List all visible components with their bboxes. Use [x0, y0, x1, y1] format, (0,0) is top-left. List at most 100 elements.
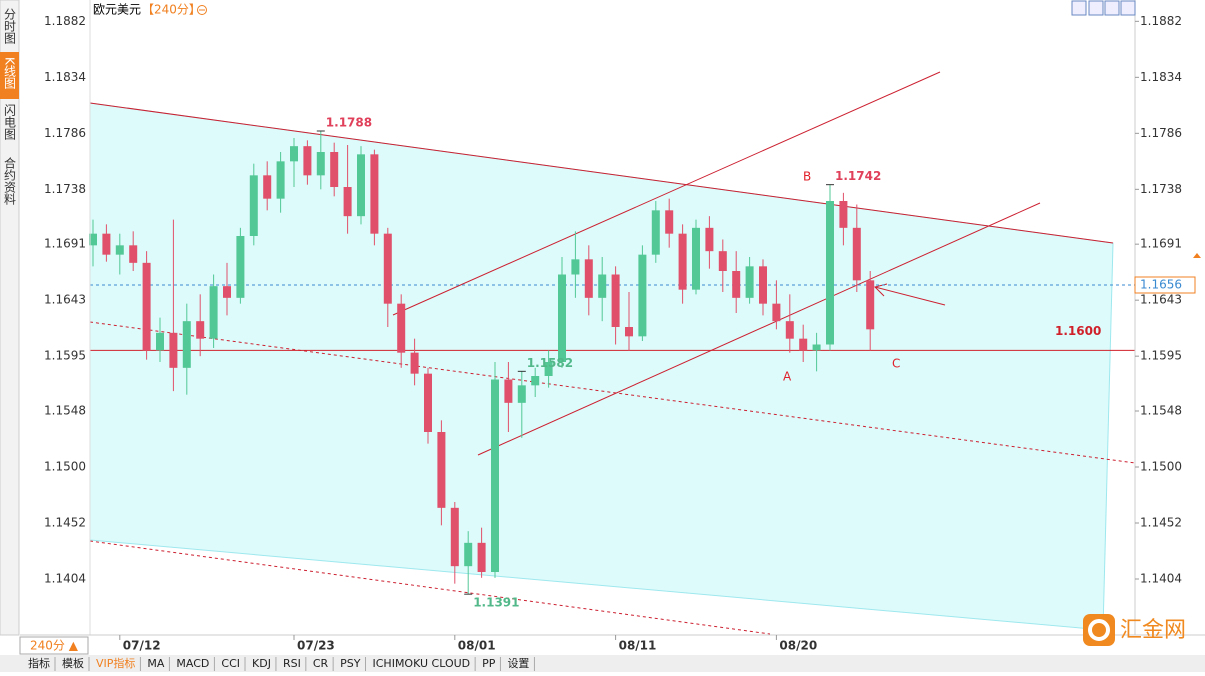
toolbar-icons[interactable] — [1071, 0, 1136, 16]
candle-body — [357, 154, 365, 217]
y-tick-label: 1.1548 — [44, 404, 86, 418]
candle-body — [303, 146, 312, 176]
toolbar-tab[interactable]: MACD — [176, 657, 209, 670]
candle-body — [424, 373, 432, 432]
x-tick-label: 08/01 — [458, 639, 496, 653]
candle-body — [383, 233, 392, 304]
candle-body — [491, 379, 499, 572]
candle-body — [852, 227, 861, 281]
candle-body — [129, 245, 138, 263]
candle-body — [276, 161, 285, 199]
y-tick-label: 1.1500 — [1140, 460, 1182, 474]
chart-title: 欧元美元 — [93, 3, 141, 17]
candle-body — [531, 376, 540, 386]
y-tick-label: 1.1595 — [1140, 349, 1182, 363]
y-tick-label: 1.1691 — [44, 237, 86, 251]
y-tick-label: 1.1882 — [1140, 14, 1182, 28]
arrow — [874, 286, 946, 306]
toolbar-tab[interactable]: CCI — [221, 657, 240, 670]
candle-body — [866, 280, 875, 330]
sidebar-tab[interactable]: 闪电图 — [3, 104, 17, 140]
sidebar-tab[interactable]: 合约资料 — [3, 156, 17, 205]
toolbar-tab[interactable]: KDJ — [252, 657, 271, 670]
trend-line — [89, 321, 1136, 464]
toolbar-tab[interactable]: 模板 — [62, 656, 84, 670]
candle-body — [718, 251, 727, 271]
y-tick-label: 1.1691 — [1140, 237, 1182, 251]
toolbar-tab[interactable]: CR — [313, 657, 329, 670]
candle-body — [732, 271, 741, 298]
sidebar-tab[interactable]: 分时图 — [3, 8, 17, 44]
period-button[interactable] — [19, 636, 89, 655]
point-label: B — [803, 170, 811, 184]
candle-body — [249, 175, 258, 236]
point-label: A — [783, 370, 792, 384]
logo-text: 汇金网 — [1120, 618, 1186, 643]
toolbar-tab[interactable]: PSY — [340, 657, 361, 670]
candle-body — [826, 201, 834, 345]
active-tab — [0, 52, 19, 99]
price-box — [1134, 276, 1196, 294]
candle-body — [89, 233, 97, 246]
y-tick-label: 1.1882 — [44, 14, 86, 28]
toolbar-tab[interactable]: ICHIMOKU CLOUD — [373, 657, 471, 670]
candle-body — [651, 210, 660, 255]
toolbar-tab[interactable]: PP — [482, 657, 496, 670]
candle-body — [464, 542, 473, 567]
x-tick-label: 07/23 — [297, 639, 335, 653]
y-tick-label: 1.1548 — [1140, 404, 1182, 418]
candle-body — [477, 542, 486, 572]
y-tick-label: 1.1404 — [1140, 572, 1182, 586]
candle-body — [638, 254, 647, 337]
y-tick-label: 1.1452 — [44, 516, 86, 530]
y-tick-label: 1.1500 — [44, 460, 86, 474]
toolbar-tab[interactable]: 指标 — [28, 656, 50, 670]
candle-body — [598, 274, 607, 298]
y-tick-label: 1.1595 — [44, 349, 86, 363]
candle-body — [316, 152, 325, 176]
candle-body — [665, 210, 674, 234]
zoom-icon[interactable] — [197, 5, 207, 15]
candle-body — [410, 352, 419, 374]
toolbar-tab[interactable]: VIP指标 — [96, 656, 135, 670]
sidebar-tab[interactable]: K线图 — [3, 57, 17, 89]
candle-body — [745, 266, 754, 298]
candle-body — [812, 344, 821, 351]
y-tick-label: 1.1643 — [44, 293, 86, 307]
y-tick-label: 1.1786 — [1140, 126, 1182, 140]
candle-body — [209, 286, 218, 339]
trend-line — [392, 71, 941, 316]
toolbar-tab[interactable]: 设置 — [507, 657, 529, 670]
candle-body — [558, 274, 566, 362]
candle-body — [544, 362, 553, 376]
candle-body — [450, 507, 459, 567]
x-tick-label: 07/12 — [123, 639, 161, 653]
candle-body — [584, 259, 593, 298]
candle-body — [142, 262, 151, 351]
price-marker — [1193, 253, 1201, 258]
candle-body — [115, 245, 124, 255]
candle-body — [799, 338, 808, 351]
candle-body — [692, 227, 700, 290]
candle-body — [182, 321, 191, 368]
chart-subtitle[interactable]: 【240分】 — [142, 3, 201, 17]
y-tick-label: 1.1738 — [44, 182, 86, 196]
candle-body — [196, 321, 205, 339]
x-tick-label: 08/11 — [619, 639, 657, 653]
candle-body — [156, 332, 164, 351]
y-tick-label: 1.1452 — [1140, 516, 1182, 530]
candle-body — [343, 187, 352, 217]
point-label: C — [892, 357, 900, 371]
period-button-label[interactable]: 240分 ▲ — [30, 639, 79, 653]
toolbar-tab[interactable]: RSI — [283, 657, 301, 670]
candle-body — [437, 432, 446, 508]
sidebar — [0, 0, 20, 636]
annotation-label: 1.1391 — [473, 596, 519, 610]
toolbar-tab[interactable]: MA — [147, 657, 164, 670]
candle-body — [223, 286, 231, 298]
candle-body — [263, 175, 272, 199]
price-label: 1.1656 — [1140, 278, 1182, 292]
candle-body — [625, 327, 633, 337]
annotation-label: 1.1788 — [326, 116, 372, 130]
